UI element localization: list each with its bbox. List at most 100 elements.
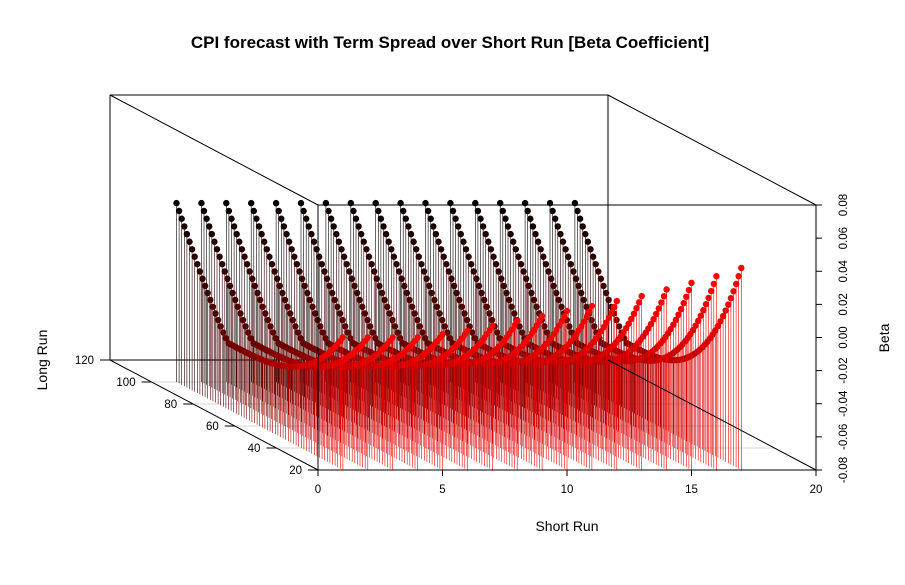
data-point (191, 253, 198, 260)
data-point (635, 299, 643, 306)
data-point (485, 238, 492, 245)
data-point (538, 312, 546, 320)
data-point (381, 296, 388, 304)
data-point (256, 296, 264, 304)
data-point (433, 303, 441, 310)
data-point (508, 303, 515, 310)
data-point (373, 275, 380, 282)
data-point (566, 323, 573, 330)
data-point (440, 253, 447, 260)
data-point (323, 275, 331, 282)
data-point (562, 246, 569, 253)
data-point (342, 323, 349, 330)
data-point (294, 329, 302, 336)
data-point (582, 230, 589, 238)
data-point (452, 215, 459, 222)
data-point (183, 230, 191, 238)
data-point (670, 321, 677, 328)
data-point (427, 215, 434, 222)
z-tick-label: 0.04 (838, 259, 850, 282)
data-point (395, 268, 403, 275)
data-point (583, 303, 590, 310)
data-point (348, 275, 356, 282)
data-point (225, 207, 233, 215)
data-point (226, 282, 234, 290)
z-tick-label: -0.08 (838, 457, 850, 483)
data-point (293, 260, 301, 268)
data-point (375, 207, 382, 215)
data-point (368, 260, 375, 268)
data-point (443, 260, 450, 268)
data-point (525, 282, 532, 290)
data-point (287, 310, 294, 317)
data-point (555, 296, 563, 304)
data-point (688, 279, 695, 287)
data-point (305, 223, 312, 230)
data-point (580, 318, 588, 325)
data-point (579, 223, 586, 230)
data-point (528, 289, 535, 297)
data-point (382, 230, 390, 238)
data-point (269, 329, 277, 336)
data-point (439, 316, 446, 324)
data-point (437, 246, 445, 253)
data-point (584, 238, 592, 245)
data-point (630, 310, 638, 317)
data-point (498, 275, 505, 282)
data-point (532, 230, 539, 238)
data-point (364, 334, 371, 341)
data-point (603, 319, 610, 326)
data-point (457, 230, 464, 238)
data-point (663, 286, 670, 293)
data-point (675, 311, 682, 318)
z-axis-label: Beta (876, 323, 892, 352)
data-point (390, 253, 398, 260)
z-tick-label: -0.04 (838, 390, 850, 417)
x-tick-label: 10 (561, 484, 574, 496)
data-point (570, 268, 577, 275)
data-point (512, 246, 519, 253)
data-point (196, 268, 204, 275)
data-point (281, 296, 289, 304)
data-point (291, 253, 298, 260)
data-point (408, 303, 416, 310)
data-point (464, 327, 471, 335)
data-point (352, 215, 360, 222)
data-point (292, 323, 299, 330)
data-point (611, 303, 618, 311)
data-point (178, 215, 185, 222)
data-point (288, 246, 295, 253)
data-point (483, 303, 490, 310)
data-point (414, 316, 421, 324)
data-point (683, 293, 690, 301)
data-point (572, 275, 580, 282)
x-tick-label: 5 (439, 484, 445, 496)
data-point (444, 329, 451, 336)
data-point (625, 320, 632, 327)
left-top-depth-edge (109, 94, 319, 206)
data-point (306, 296, 314, 304)
data-point (462, 246, 470, 253)
data-point (254, 289, 261, 297)
data-point (209, 303, 217, 310)
data-point (402, 215, 409, 222)
data-point (595, 268, 602, 275)
data-point (359, 303, 366, 310)
data-point (602, 289, 610, 297)
data-point (541, 323, 548, 330)
data-point (473, 275, 480, 282)
data-point (207, 296, 214, 304)
data-point (217, 323, 224, 330)
data-point (230, 223, 238, 230)
data-point (237, 310, 244, 317)
data-point (470, 268, 477, 275)
data-point (344, 329, 351, 336)
data-point (540, 253, 547, 260)
data-point (211, 238, 218, 245)
data-point (407, 230, 415, 238)
data-point (450, 282, 458, 290)
data-point (386, 310, 393, 317)
data-point (347, 335, 354, 342)
data-point (400, 207, 407, 215)
